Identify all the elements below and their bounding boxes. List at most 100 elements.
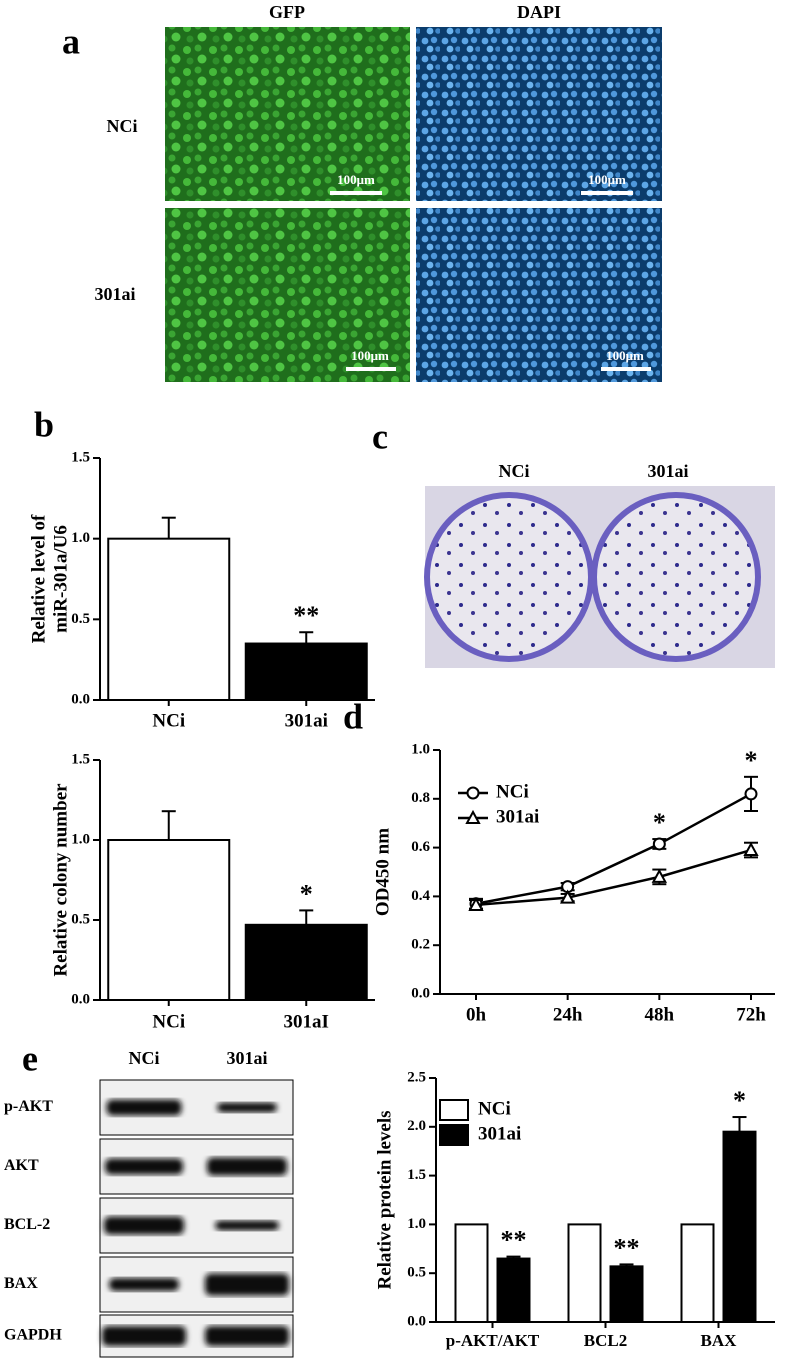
- y-axis-title: Relative colony number: [50, 783, 71, 977]
- line: [475, 792, 752, 905]
- blot-row-label: BCL-2: [4, 1216, 50, 1233]
- bar: [567, 1223, 602, 1324]
- scale-bar-label: 100μm: [337, 172, 375, 187]
- y-tick-label: 0.0: [71, 691, 90, 707]
- significance: *: [300, 879, 313, 908]
- significance: *: [733, 1086, 746, 1115]
- legend-label: NCi: [478, 1098, 511, 1119]
- y-tick-label: 0.8: [411, 790, 430, 806]
- scale-bar-label: 100μm: [351, 348, 389, 363]
- x-tick-label: 0h: [466, 1004, 487, 1025]
- marker: [651, 868, 668, 883]
- blot-band: [104, 1216, 184, 1235]
- blot-band: [205, 1326, 289, 1346]
- scale-bar-label: 100μm: [606, 348, 644, 363]
- legend-label: 301ai: [496, 806, 539, 827]
- x-tick-label: 301ai: [285, 710, 328, 731]
- micrograph: [165, 27, 410, 201]
- panel-label: b: [34, 404, 54, 444]
- row-label: NCi: [107, 116, 138, 136]
- panel-label: c: [372, 416, 388, 456]
- bar: [722, 1130, 757, 1324]
- blot-band: [105, 1158, 183, 1175]
- x-tick-label: 48h: [645, 1004, 675, 1025]
- x-tick-label: NCi: [152, 710, 185, 731]
- y-tick-label: 1.0: [71, 831, 90, 847]
- y-tick-label: 0.4: [411, 888, 430, 904]
- micrograph: [416, 27, 662, 201]
- legend-swatch: [439, 1099, 469, 1121]
- legend-label: NCi: [496, 781, 529, 802]
- blot-row-label: AKT: [4, 1157, 39, 1174]
- y-tick-label: 0.5: [71, 611, 90, 627]
- y-tick-label: 1.5: [71, 751, 90, 767]
- x-tick-label: BAX: [701, 1331, 738, 1350]
- y-tick-label: 0.5: [407, 1265, 426, 1281]
- blot-band: [215, 1220, 279, 1231]
- marker: [466, 786, 480, 800]
- y-tick-label: 1.5: [71, 449, 90, 465]
- x-tick-label: BCL2: [584, 1331, 627, 1350]
- panel-label: e: [22, 1038, 38, 1078]
- significance: **: [501, 1226, 527, 1255]
- plate-label: NCi: [499, 461, 530, 481]
- x-tick-label: 301aI: [284, 1011, 329, 1032]
- blot-band: [102, 1326, 186, 1346]
- micrograph: [165, 208, 410, 382]
- y-axis-title: OD450 nm: [372, 828, 393, 916]
- micrograph: [416, 208, 662, 382]
- y-axis-title: Relative level of: [28, 514, 49, 643]
- blot-column: 301ai: [226, 1048, 267, 1068]
- bar: [244, 923, 368, 1001]
- bar: [454, 1223, 489, 1324]
- marker: [743, 841, 759, 857]
- blot-band: [109, 1278, 179, 1291]
- legend-label: 301ai: [478, 1123, 521, 1144]
- y-tick-label: 1.0: [407, 1216, 426, 1232]
- blot-band: [205, 1273, 289, 1296]
- blot-row-label: BAX: [4, 1275, 38, 1292]
- y-axis-title: miR-301a/U6: [50, 525, 71, 633]
- significance: *: [653, 808, 666, 837]
- bar: [680, 1223, 715, 1324]
- line: [475, 848, 752, 907]
- significance: *: [745, 746, 758, 775]
- y-tick-label: 0.0: [407, 1313, 426, 1329]
- y-tick-label: 0.5: [71, 911, 90, 927]
- bar: [244, 642, 368, 701]
- y-tick-label: 0.2: [411, 937, 430, 953]
- panel-label: a: [62, 21, 80, 61]
- x-tick-label: 72h: [736, 1004, 766, 1025]
- significance: **: [293, 601, 319, 630]
- marker: [652, 837, 666, 851]
- y-tick-label: 0.0: [411, 985, 430, 1001]
- y-tick-label: 0.0: [71, 991, 90, 1007]
- bar: [496, 1257, 531, 1324]
- row-label: 301ai: [94, 284, 135, 304]
- y-tick-label: 2.5: [407, 1069, 426, 1085]
- significance: **: [614, 1233, 640, 1262]
- column-label: DAPI: [517, 2, 561, 22]
- scale-bar: [330, 191, 382, 195]
- x-tick-label: NCi: [152, 1011, 185, 1032]
- blot-band: [207, 1157, 287, 1176]
- panel-label: d: [343, 696, 363, 736]
- scale-bar-label: 100μm: [588, 172, 626, 187]
- marker: [559, 889, 576, 904]
- blot-row-label: GAPDH: [4, 1327, 62, 1344]
- x-tick-label: 24h: [553, 1004, 583, 1025]
- y-tick-label: 1.5: [407, 1167, 426, 1183]
- dish: [424, 492, 594, 662]
- blot-row-label: p-AKT: [4, 1098, 53, 1115]
- blot-column: NCi: [129, 1048, 160, 1068]
- blot-band: [106, 1099, 182, 1116]
- y-tick-label: 0.6: [411, 839, 430, 855]
- legend-swatch: [439, 1124, 469, 1146]
- scale-bar: [581, 191, 633, 195]
- scale-bar: [346, 367, 396, 371]
- scale-bar: [601, 367, 651, 371]
- x-tick-label: p-AKT/AKT: [446, 1331, 540, 1350]
- y-axis-title: Relative protein levels: [374, 1110, 395, 1289]
